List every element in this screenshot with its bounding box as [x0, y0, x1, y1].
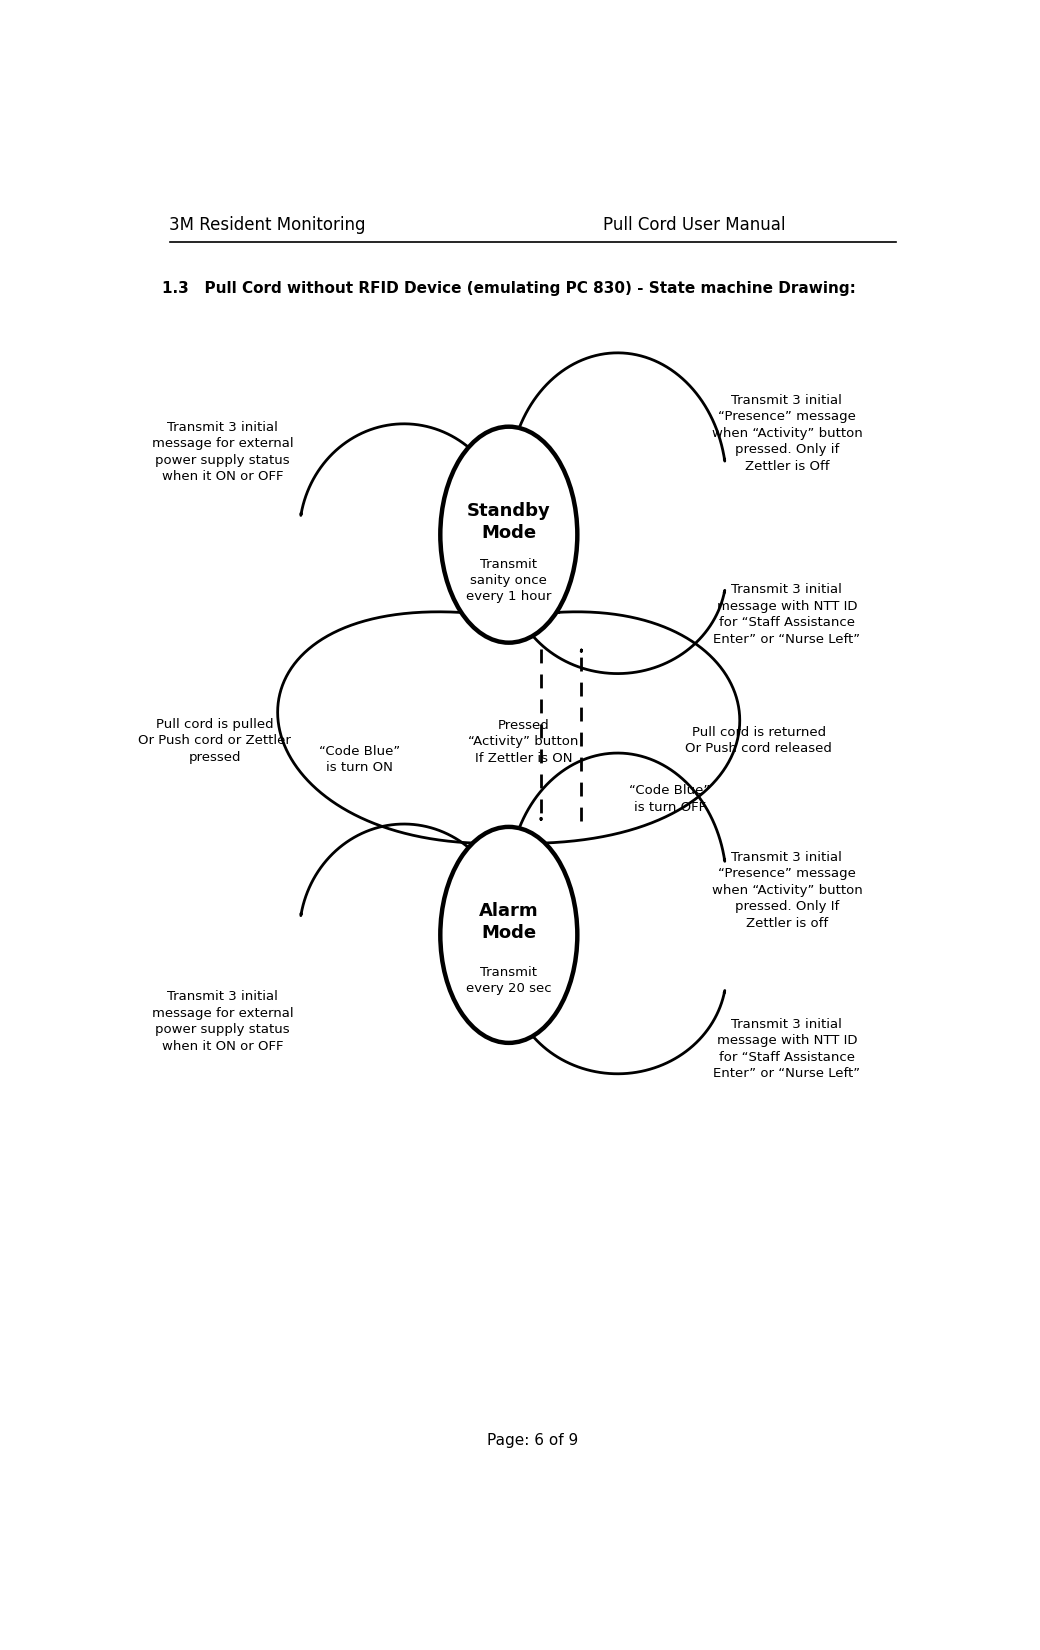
Text: Pull Cord User Manual: Pull Cord User Manual [603, 216, 785, 234]
Text: Mode: Mode [482, 924, 537, 942]
Text: Pull cord is returned
Or Push cord released: Pull cord is returned Or Push cord relea… [685, 726, 832, 756]
Text: Transmit
every 20 sec: Transmit every 20 sec [466, 965, 551, 995]
Text: Pressed
“Activity” button
If Zettler is ON: Pressed “Activity” button If Zettler is … [468, 719, 578, 764]
Text: Transmit 3 initial
“Presence” message
when “Activity” button
pressed. Only if
Ze: Transmit 3 initial “Presence” message wh… [711, 394, 862, 472]
Text: Transmit 3 initial
message with NTT ID
for “Staff Assistance
Enter” or “Nurse Le: Transmit 3 initial message with NTT ID f… [713, 1018, 860, 1081]
Circle shape [440, 427, 577, 644]
Text: Transmit 3 initial
“Presence” message
when “Activity” button
pressed. Only If
Ze: Transmit 3 initial “Presence” message wh… [711, 851, 862, 931]
Text: Transmit 3 initial
message for external
power supply status
when it ON or OFF: Transmit 3 initial message for external … [152, 421, 293, 483]
Text: Transmit 3 initial
message for external
power supply status
when it ON or OFF: Transmit 3 initial message for external … [152, 990, 293, 1053]
Text: “Code Blue”
is turn OFF: “Code Blue” is turn OFF [629, 784, 710, 813]
Text: “Code Blue”
is turn ON: “Code Blue” is turn ON [319, 744, 400, 774]
Text: Standby: Standby [467, 502, 551, 520]
Circle shape [440, 827, 577, 1043]
Text: 3M Resident Monitoring: 3M Resident Monitoring [168, 216, 365, 234]
Text: Transmit 3 initial
message with NTT ID
for “Staff Assistance
Enter” or “Nurse Le: Transmit 3 initial message with NTT ID f… [713, 584, 860, 645]
Text: Page: 6 of 9: Page: 6 of 9 [488, 1434, 578, 1449]
Text: Alarm: Alarm [479, 903, 539, 921]
Text: Pull cord is pulled
Or Push cord or Zettler
pressed: Pull cord is pulled Or Push cord or Zett… [138, 718, 291, 764]
Text: 1.3   Pull Cord without RFID Device (emulating PC 830) - State machine Drawing:: 1.3 Pull Cord without RFID Device (emula… [162, 280, 856, 295]
Text: Transmit
sanity once
every 1 hour: Transmit sanity once every 1 hour [466, 558, 551, 602]
Text: Mode: Mode [482, 523, 537, 541]
